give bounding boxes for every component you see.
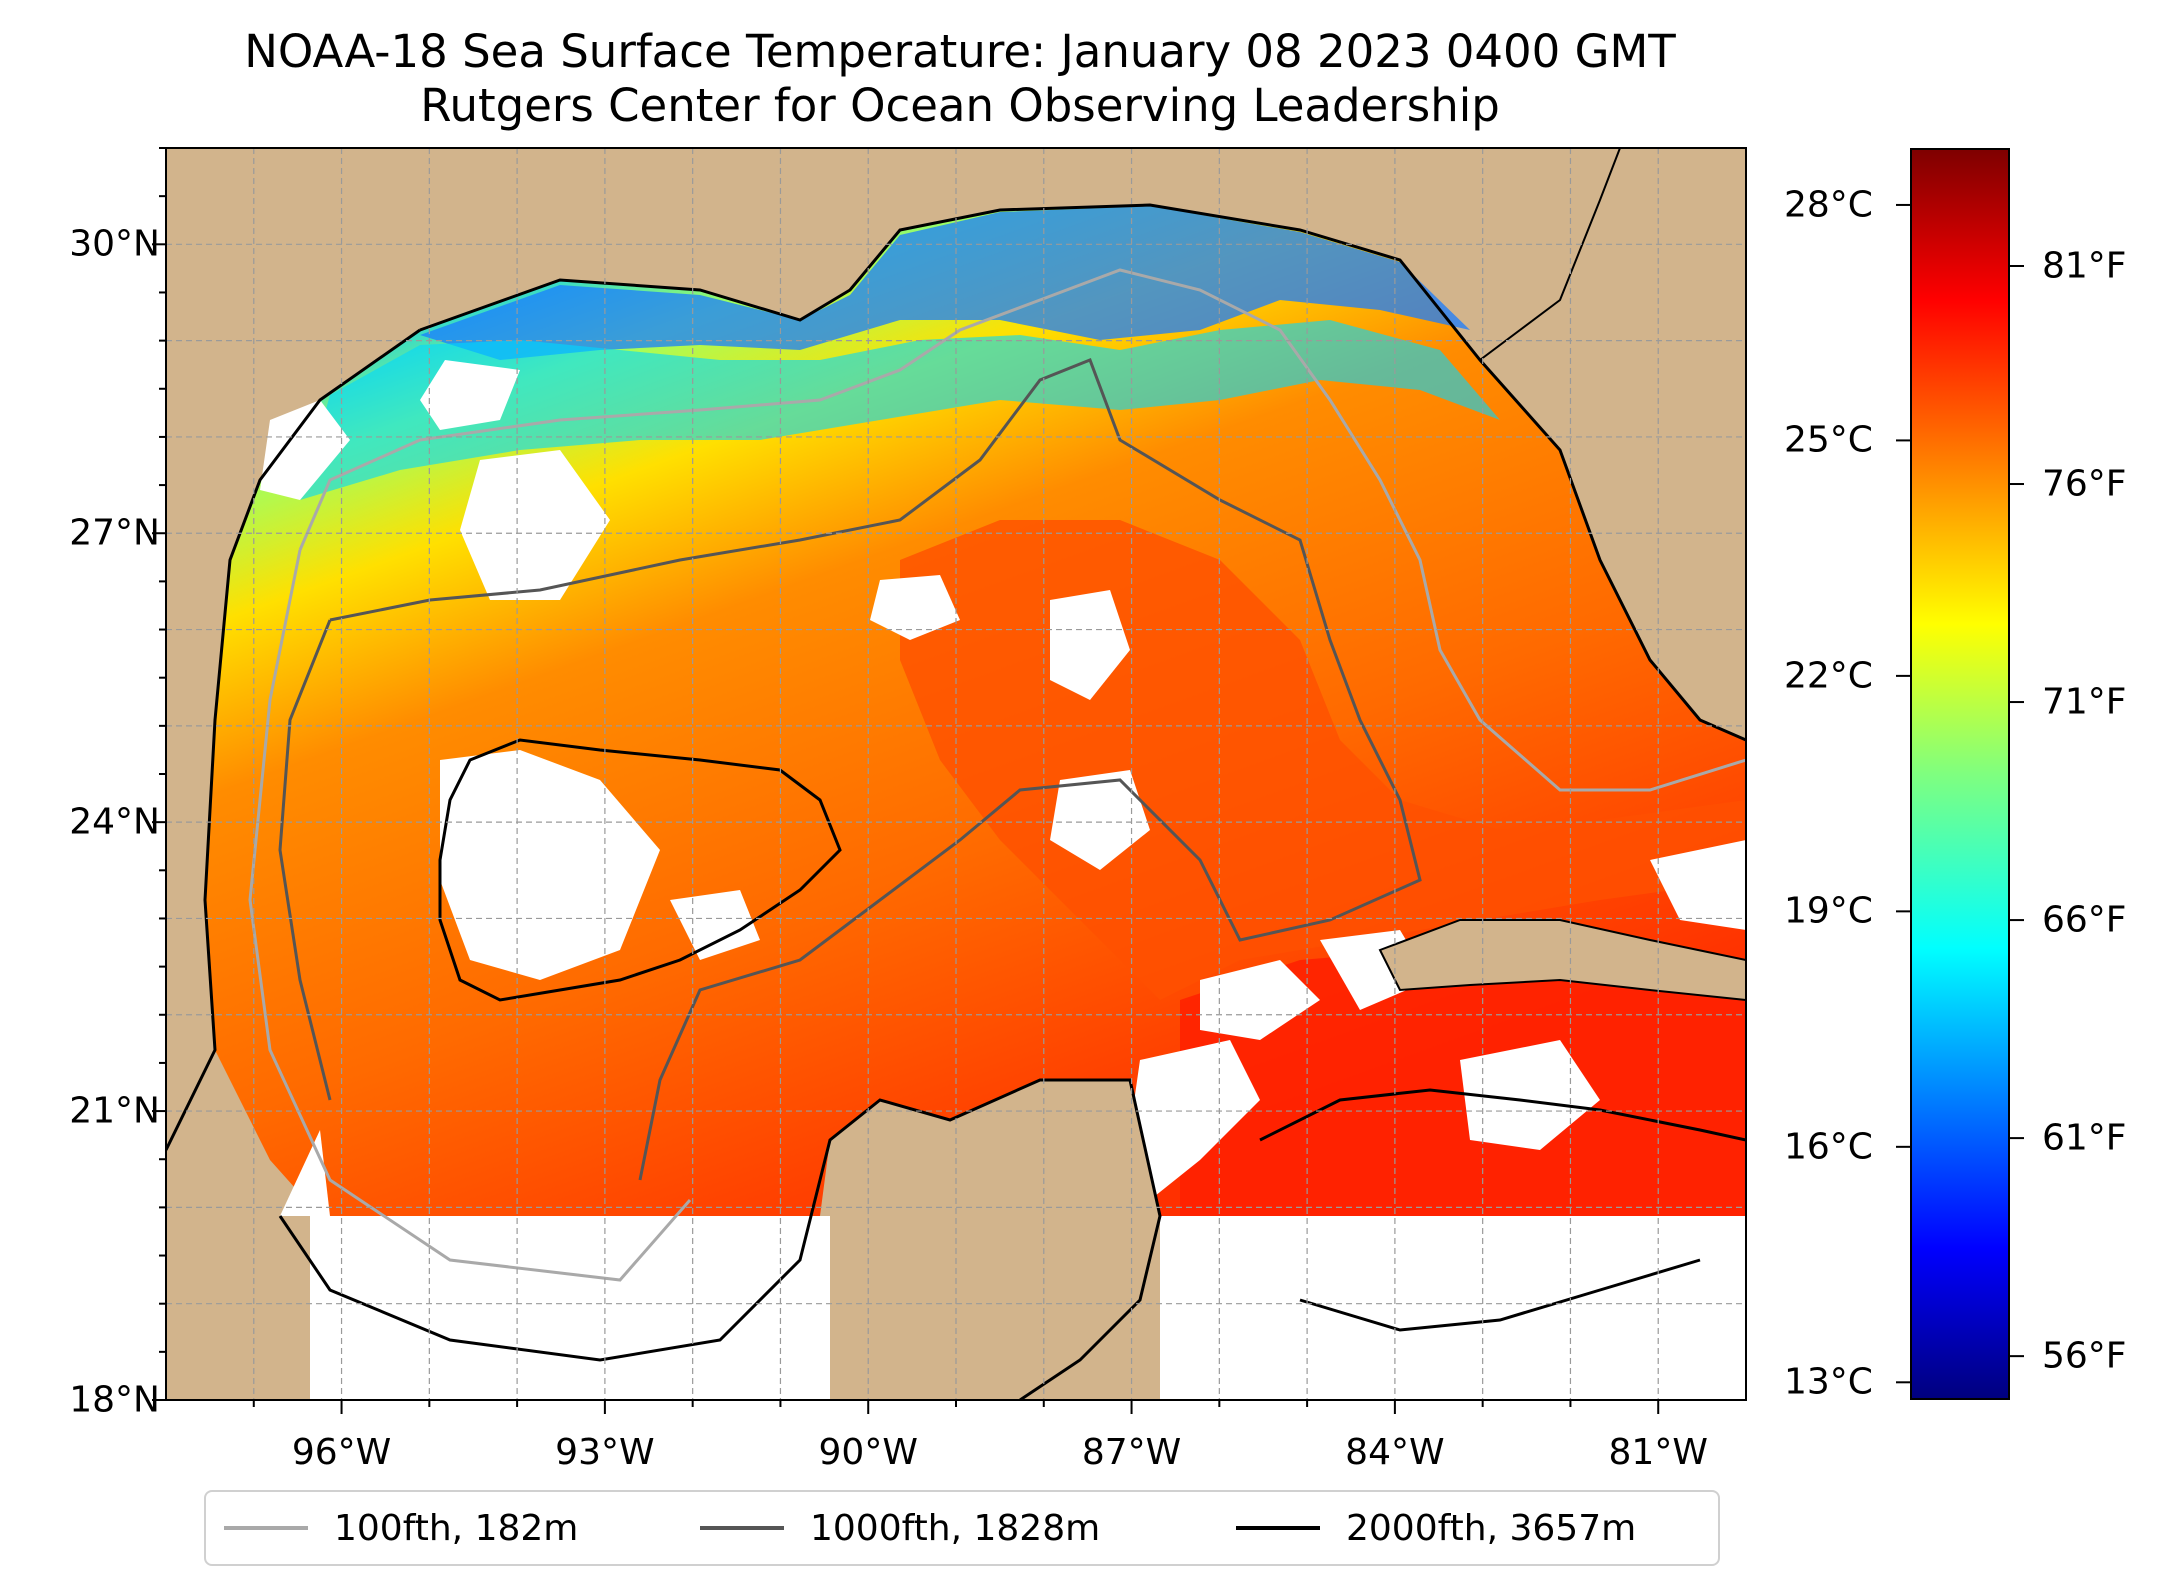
fahrenheit-label: 76°F <box>2042 463 2127 505</box>
contour-legend: 100fth, 182m 1000fth, 1828m 2000fth, 365… <box>204 1490 1720 1566</box>
legend-item-100fth: 100fth, 182m <box>224 1492 578 1564</box>
fahrenheit-label: 61°F <box>2042 1117 2127 1159</box>
lon-label: 81°W <box>1608 1432 1708 1473</box>
legend-item-1000fth: 1000fth, 1828m <box>700 1492 1100 1564</box>
map-grid <box>166 148 1746 1400</box>
fahrenheit-label: 81°F <box>2042 245 2127 287</box>
map-title: NOAA-18 Sea Surface Temperature: January… <box>244 25 1676 78</box>
depth-contour-1000fth <box>278 358 1422 1181</box>
celsius-label: 13°C <box>1784 1361 1873 1403</box>
cloud-mask <box>260 360 1746 1216</box>
legend-label: 2000fth, 3657m <box>1346 1507 1637 1549</box>
no-data-band <box>310 1216 830 1400</box>
lat-label: 24°N <box>69 801 160 843</box>
legend-label: 100fth, 182m <box>334 1507 579 1549</box>
lon-label: 84°W <box>1345 1432 1445 1473</box>
lat-label: 21°N <box>69 1090 160 1132</box>
lon-label: 87°W <box>1081 1432 1182 1473</box>
coastline <box>166 203 1746 1400</box>
lat-label: 27°N <box>69 512 160 554</box>
lat-label: 18°N <box>69 1379 160 1421</box>
depth-contour-100fth <box>248 268 1746 1282</box>
legend-swatch <box>224 1526 308 1530</box>
fahrenheit-label: 56°F <box>2042 1335 2127 1377</box>
no-data-band-east <box>1160 1216 1746 1400</box>
legend-label: 1000fth, 1828m <box>810 1507 1101 1549</box>
celsius-label: 28°C <box>1784 184 1873 226</box>
depth-contour-2000fth <box>438 738 1746 1332</box>
cuba <box>1378 919 1746 1002</box>
fahrenheit-label: 66°F <box>2042 899 2127 941</box>
lon-label: 96°W <box>291 1432 392 1473</box>
lon-label: 93°W <box>555 1432 655 1473</box>
legend-item-2000fth: 2000fth, 3657m <box>1236 1492 1636 1564</box>
lat-label: 30°N <box>69 223 160 265</box>
map-subtitle: Rutgers Center for Ocean Observing Leade… <box>420 79 1500 132</box>
celsius-label: 25°C <box>1784 419 1873 461</box>
shelf-cyan-water <box>300 320 1500 500</box>
celsius-label: 22°C <box>1784 655 1873 697</box>
yucatan-peninsula <box>830 1080 1160 1400</box>
celsius-label: 19°C <box>1784 890 1873 932</box>
map-ticks <box>152 147 1660 1414</box>
fahrenheit-label: 71°F <box>2042 681 2127 723</box>
celsius-label: 16°C <box>1784 1126 1873 1168</box>
legend-swatch <box>700 1526 784 1530</box>
colorbar <box>1910 148 2010 1400</box>
lon-label: 90°W <box>818 1432 918 1473</box>
legend-swatch <box>1236 1526 1320 1530</box>
